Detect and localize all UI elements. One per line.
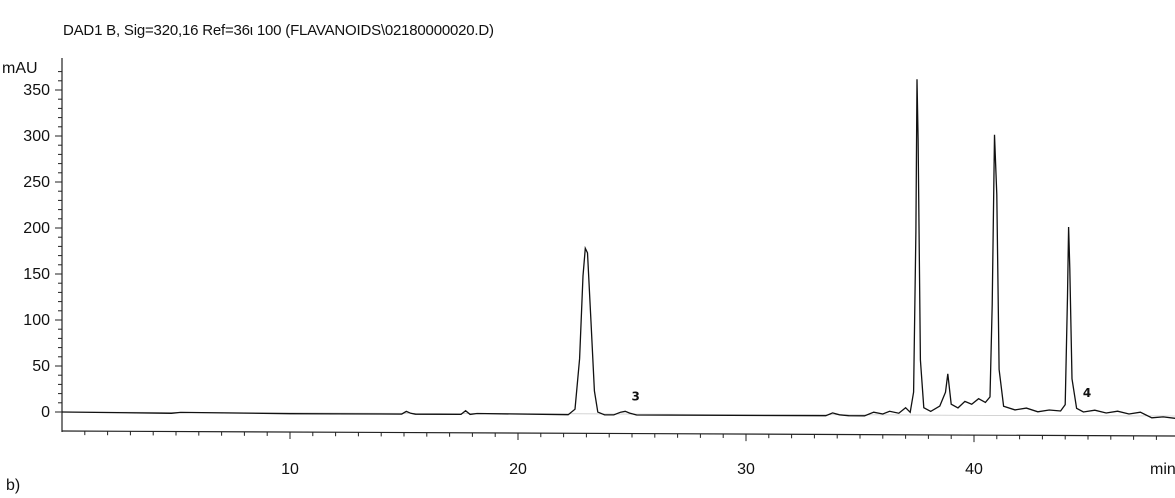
peak-annotation: 4 [1083, 386, 1091, 400]
chart-title: DAD1 B, Sig=320,16 Ref=36ι 100 (FLAVANOI… [63, 22, 494, 39]
panel-label: b) [6, 477, 21, 494]
y-tick-label: 200 [23, 220, 50, 237]
x-axis-line [61, 430, 1175, 437]
axis-ticks [55, 71, 1157, 443]
y-tick-label: 150 [23, 266, 50, 283]
x-tick-label: 40 [965, 461, 983, 478]
x-tick-label: 30 [737, 461, 755, 478]
signal-trace [61, 79, 1175, 419]
y-tick-label: 250 [23, 174, 50, 191]
y-tick-label: 100 [23, 312, 50, 329]
y-tick-label: 50 [32, 358, 50, 375]
y-tick-label: 350 [23, 82, 50, 99]
x-axis-label: min [1150, 461, 1175, 478]
x-tick-label: 20 [509, 461, 527, 478]
y-tick-label: 300 [23, 128, 50, 145]
chart-labels: 0 50 100 150 200 250 300 350 mAU 10 20 30 40 min 3 4 [2, 60, 1175, 478]
y-axis-label: mAU [2, 60, 38, 77]
x-tick-label: 10 [281, 461, 299, 478]
axes [61, 58, 1175, 437]
peak-annotation: 3 [631, 390, 639, 404]
y-tick-label: 0 [41, 404, 50, 421]
